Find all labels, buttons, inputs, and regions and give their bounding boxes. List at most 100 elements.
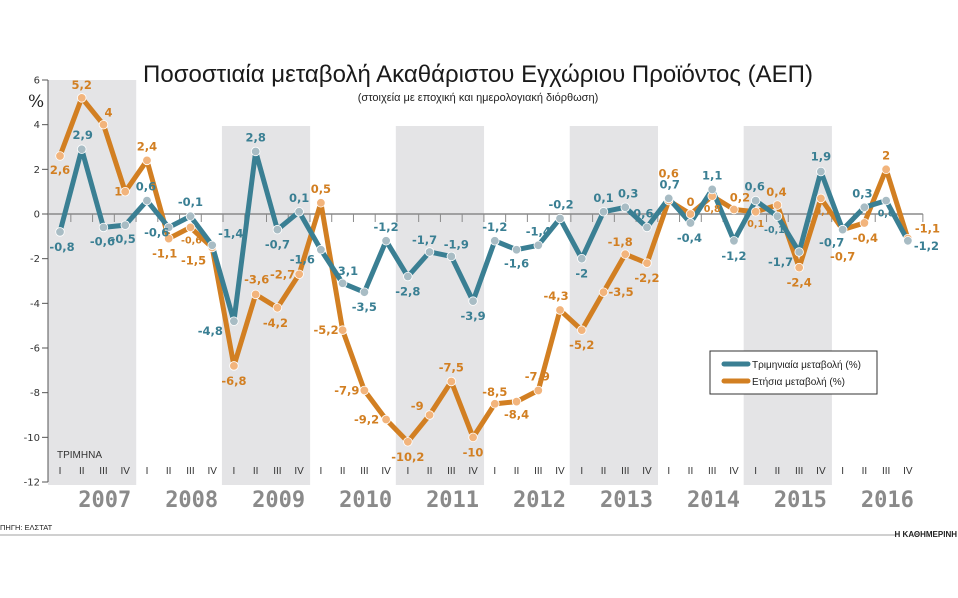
quarterly-point	[142, 195, 152, 206]
quarterly-point	[664, 193, 674, 204]
quarter-label: I	[580, 466, 583, 477]
annual-data-label: -10,2	[391, 450, 424, 464]
quarter-label: III	[621, 466, 629, 477]
quarter-label: IV	[294, 466, 304, 477]
quarterly-data-label: 0,6	[878, 209, 895, 220]
annual-data-label: -6,8	[221, 374, 246, 388]
annual-point	[511, 396, 522, 407]
quarterly-point	[903, 236, 913, 246]
annual-point	[555, 305, 565, 315]
series-markers	[55, 93, 913, 447]
quarter-label: II	[253, 466, 259, 477]
chart-subtitle: (στοιχεία με εποχική και ημερολογιακή δι…	[358, 92, 599, 104]
y-tick-label: 6	[34, 76, 40, 87]
quarter-label: II	[79, 466, 85, 477]
quarterly-point	[272, 224, 283, 235]
quarterly-data-label: -1,6	[290, 253, 315, 267]
quarterly-data-label: 0,6	[744, 180, 764, 194]
y-tick-label: 0	[34, 210, 40, 221]
quarterly-data-label: 0,7	[660, 177, 680, 191]
quarterly-point	[316, 245, 326, 255]
annual-data-label: -8,4	[504, 408, 529, 422]
annual-point	[403, 437, 413, 447]
quarter-label: II	[514, 466, 520, 477]
quarterly-data-label: -0,1	[764, 225, 785, 236]
quarter-label: I	[233, 466, 236, 477]
quarterly-data-label: 0,3	[618, 186, 638, 200]
annual-data-label: -7,5	[439, 361, 464, 375]
quarterly-point	[337, 278, 348, 288]
quarter-label: III	[534, 466, 542, 477]
quarterly-point	[185, 211, 196, 221]
quarterly-data-label: 0,3	[852, 186, 872, 200]
annual-point	[794, 262, 804, 273]
quarterly-data-label: -1,4	[526, 224, 551, 238]
quarterly-data-label: 0,1	[593, 191, 613, 205]
annual-data-label: -9,2	[354, 412, 379, 426]
annual-point	[120, 186, 130, 197]
quarterly-data-label: -3,1	[333, 264, 358, 278]
quarterly-point	[533, 240, 543, 250]
annual-data-label: 0,8	[704, 204, 721, 215]
quarterly-data-label: -1,2	[374, 220, 399, 234]
quarterly-point	[511, 245, 522, 255]
quarterly-data-label: -1,6	[504, 257, 529, 271]
annual-data-label: 2,4	[137, 139, 157, 153]
quarterly-point	[120, 220, 130, 230]
quarterly-data-label: -0,2	[548, 197, 573, 211]
y-tick-label: -10	[24, 433, 40, 444]
quarterly-data-label: -0,7	[819, 236, 844, 250]
quarterly-data-label: -0,7	[265, 238, 290, 252]
quarter-label: IV	[381, 466, 391, 477]
quarterly-point	[403, 271, 413, 282]
year-label-2010: 2010	[339, 488, 392, 513]
annual-data-label: 0,6	[659, 167, 679, 181]
quarter-label: I	[667, 466, 670, 477]
annual-data-label: -3,6	[244, 272, 269, 286]
quarter-label: I	[841, 466, 844, 477]
annual-data-label: -1,8	[608, 235, 633, 249]
quarter-label: IV	[120, 466, 130, 477]
annual-data-label: -7,9	[334, 383, 359, 397]
annual-data-label: 2	[882, 148, 890, 162]
y-axis: 6 4 2 0 -2 -4 -6 -8 -10 -12	[24, 76, 49, 489]
quarterly-data-label: 1,9	[811, 150, 831, 164]
quarter-label: I	[59, 466, 62, 477]
annual-point	[598, 287, 609, 297]
quarterly-data-label: -3,9	[460, 309, 485, 323]
quarter-label: IV	[816, 466, 826, 477]
year-label-2016: 2016	[861, 488, 914, 513]
quarterly-data-label: -0,6	[628, 206, 653, 220]
annual-data-label: 0	[686, 195, 694, 209]
year-label-2014: 2014	[687, 488, 740, 513]
series-lines	[57, 95, 911, 445]
quarterly-point	[729, 236, 739, 246]
annual-data-label: 0,4	[766, 185, 786, 199]
annual-point	[163, 233, 174, 244]
quarterly-point	[772, 211, 783, 221]
annual-point	[881, 164, 891, 175]
annual-point	[533, 385, 543, 396]
annual-data-label: -0,4	[853, 231, 878, 245]
annual-data-label: 0,1	[747, 219, 764, 230]
quarterly-data-label: -0,6	[90, 234, 115, 248]
legend-box	[709, 350, 878, 395]
annual-data-label: -4,3	[543, 289, 568, 303]
data-labels: 2,6 5,2 4 1 2,4 -1,1 -0,6 -1,5 -6,8 -3,6 -4,2 -2,7 0…	[49, 78, 940, 464]
annual-point	[381, 414, 391, 425]
quarterly-data-label: -1,2	[914, 239, 939, 253]
quarterly-data-label: -1,7	[412, 233, 437, 247]
quarterly-point	[642, 222, 652, 233]
quarter-label: I	[319, 466, 322, 477]
annual-data-label: -5,2	[569, 338, 594, 352]
annual-point	[750, 207, 761, 217]
annual-point	[98, 119, 109, 130]
annual-point	[468, 432, 478, 443]
annual-data-label: -0,6	[181, 235, 202, 246]
quarter-label: IV	[207, 466, 217, 477]
quarter-label: I	[406, 466, 409, 477]
quarterly-data-label: -0,4	[677, 231, 702, 245]
quarterly-point	[859, 202, 870, 213]
quarter-label: II	[340, 466, 346, 477]
